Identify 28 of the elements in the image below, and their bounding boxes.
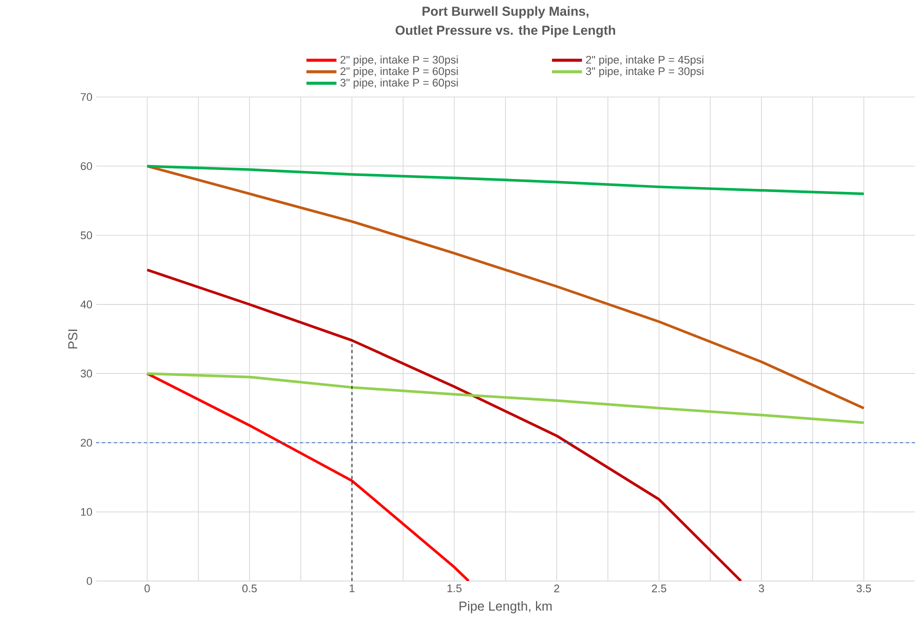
legend-label: 3" pipe, intake P = 60psi bbox=[340, 78, 458, 89]
y-axis-title: PSI bbox=[68, 330, 78, 348]
x-axis-title: Pipe Length, km bbox=[460, 601, 552, 614]
line-series bbox=[146, 164, 866, 410]
legend-label: 2" pipe, intake P = 60psi bbox=[340, 67, 458, 78]
y-tick-label: 0 bbox=[86, 577, 92, 585]
legend-label: 2" pipe, intake P = 45psi bbox=[586, 56, 704, 66]
x-tick-label: 3.5 bbox=[856, 584, 871, 592]
x-tick-label: 2.5 bbox=[652, 584, 666, 592]
legend-label: 2" pipe, intake P = 30psi bbox=[340, 56, 458, 66]
y-tick-label: 10 bbox=[81, 508, 92, 516]
y-tick-label: 50 bbox=[80, 231, 92, 240]
legend-label: 3" pipe, intake P = 30psi bbox=[586, 67, 704, 78]
x-tick-label: 3 bbox=[758, 584, 764, 592]
line-series bbox=[146, 372, 470, 581]
x-tick-label: 1.5 bbox=[448, 584, 462, 592]
x-tick-label: 2 bbox=[554, 584, 560, 592]
x-tick-label: 0 bbox=[144, 584, 150, 592]
y-tick-label: 40 bbox=[80, 300, 92, 308]
y-tick-label: 30 bbox=[80, 370, 92, 378]
x-tick-label: 0.5 bbox=[242, 584, 257, 592]
line-series bbox=[146, 268, 742, 581]
line-series bbox=[146, 372, 866, 424]
y-tick-label: 70 bbox=[80, 93, 92, 101]
x-tick-label: 1 bbox=[350, 584, 354, 592]
y-tick-label: 60 bbox=[80, 162, 92, 170]
y-tick-label: 20 bbox=[80, 438, 92, 447]
chart-title: Port Burwell Supply Mains, Outlet Pressure vs. the Pipe Length bbox=[396, 6, 616, 38]
